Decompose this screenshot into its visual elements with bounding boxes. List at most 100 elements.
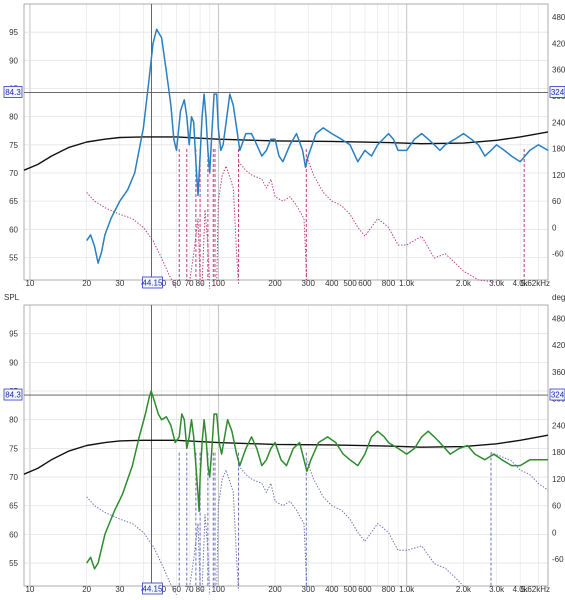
y2-tick-label: 0 xyxy=(552,223,557,232)
x-tick-label: 5.62kHz xyxy=(521,279,550,288)
x-tick-label: 600 xyxy=(358,585,372,594)
y-tick-label: 80 xyxy=(9,416,18,425)
phase-curve xyxy=(86,192,177,290)
y2-tick-label: 360 xyxy=(552,368,565,377)
y-tick-label: 75 xyxy=(9,141,18,150)
x-tick-label: 300 xyxy=(302,279,316,288)
cursor-phase-readout: 324 xyxy=(551,391,565,400)
cursor-phase-readout-box xyxy=(549,86,565,98)
plot-frame xyxy=(23,304,549,587)
phase-curve xyxy=(490,452,549,491)
y2-tick-label: 120 xyxy=(552,171,565,180)
x-tick-label: 400 xyxy=(325,279,339,288)
x-tick-label: 300 xyxy=(302,585,316,594)
y2-tick-label: 60 xyxy=(552,197,561,206)
y2-tick-label: 360 xyxy=(552,66,565,75)
phase-curve xyxy=(216,165,239,285)
x-tick-label: 20 xyxy=(82,585,91,594)
y-tick-label: 65 xyxy=(9,197,18,206)
y-axis-title: SPL xyxy=(4,293,20,302)
x-tick-label: 60 xyxy=(172,585,181,594)
y-tick-label: 60 xyxy=(9,225,18,234)
y-tick-label: 55 xyxy=(9,253,18,262)
y-tick-label: 90 xyxy=(9,358,18,367)
x-tick-label: 4.0k xyxy=(513,585,529,594)
y2-tick-label: 480 xyxy=(552,314,565,323)
x-tick-label: 600 xyxy=(358,279,372,288)
cursor-freq-readout: 44.15 xyxy=(142,585,163,594)
y-tick-label: 65 xyxy=(9,502,18,511)
x-tick-label: 100 xyxy=(212,279,226,288)
x-tick-label: 500 xyxy=(343,585,357,594)
y2-tick-label: 420 xyxy=(552,341,565,350)
x-tick-label: 80 xyxy=(196,279,205,288)
x-tick-label: 100 xyxy=(212,585,226,594)
x-tick-label: 4.0k xyxy=(513,279,529,288)
y2-tick-label: -60 xyxy=(552,250,564,259)
cursor-spl-readout-box xyxy=(3,388,23,401)
x-tick-label: 1.0k xyxy=(399,279,415,288)
phase-curve xyxy=(238,465,308,591)
x-tick-label: 20 xyxy=(82,279,91,288)
x-tick-label: 10 xyxy=(25,279,34,288)
spl-curve xyxy=(86,28,549,264)
cursor-freq-readout-box xyxy=(142,582,163,595)
y2-tick-label: 480 xyxy=(552,13,565,22)
y2-tick-label: 240 xyxy=(552,421,565,430)
y2-tick-label: 60 xyxy=(552,502,561,511)
x-tick-label: 400 xyxy=(325,585,339,594)
cursor-spl-readout: 84.3 xyxy=(5,391,21,400)
y2-tick-label: 120 xyxy=(552,475,565,484)
y-tick-label: 60 xyxy=(9,530,18,539)
phase-curve xyxy=(306,460,464,587)
cursor-phase-readout: 324 xyxy=(551,88,565,97)
y-tick-label: 75 xyxy=(9,444,18,453)
y-tick-label: 70 xyxy=(9,473,18,482)
y2-tick-label: 420 xyxy=(552,39,565,48)
x-tick-label: 800 xyxy=(382,279,396,288)
cursor-spl-readout-box xyxy=(3,86,23,98)
x-tick-label: 200 xyxy=(268,279,282,288)
x-tick-label: 5.62kHz xyxy=(521,585,550,594)
y-tick-label: 90 xyxy=(9,56,18,65)
x-tick-label: 30 xyxy=(115,585,124,594)
spl-curve xyxy=(86,390,548,570)
phase-curve xyxy=(201,209,211,289)
cursor-freq-readout: 44.15 xyxy=(142,279,163,288)
y2-tick-label: 180 xyxy=(552,145,565,154)
phase-curve xyxy=(201,514,211,595)
bottom-chart-panel: 556065707580859095-600601201802403003604… xyxy=(3,293,565,596)
y2-tick-label: 240 xyxy=(552,118,565,127)
phase-curve xyxy=(216,469,239,591)
target-curve xyxy=(23,131,549,171)
x-tick-label: 30 xyxy=(115,279,124,288)
cursor-spl-readout: 84.3 xyxy=(5,88,21,97)
x-tick-label: 200 xyxy=(268,585,282,594)
y-tick-label: 95 xyxy=(9,330,18,339)
x-tick-label: 800 xyxy=(382,585,396,594)
x-tick-label: 500 xyxy=(343,279,357,288)
x-tick-label: 2.0k xyxy=(456,585,472,594)
x-tick-label: 10 xyxy=(25,585,34,594)
cursor-freq-readout-box xyxy=(142,276,163,289)
y-tick-label: 95 xyxy=(9,28,18,37)
plot-frame xyxy=(23,3,549,281)
y2-tick-label: -60 xyxy=(552,555,564,564)
y-tick-label: 70 xyxy=(9,169,18,178)
x-tick-label: 3.0k xyxy=(489,279,505,288)
y2-axis-title: deg xyxy=(552,293,565,302)
y-tick-label: 80 xyxy=(9,113,18,122)
cursor-phase-readout-box xyxy=(549,388,565,401)
y2-tick-label: 180 xyxy=(552,448,565,457)
x-tick-label: 60 xyxy=(172,279,181,288)
phase-curve xyxy=(188,523,201,591)
y2-tick-label: 0 xyxy=(552,528,557,537)
phase-curve xyxy=(188,218,201,285)
x-tick-label: 3.0k xyxy=(489,585,505,594)
x-tick-label: 1.0k xyxy=(399,585,415,594)
phase-curve xyxy=(86,496,177,596)
x-tick-label: 2.0k xyxy=(456,279,472,288)
x-tick-label: 80 xyxy=(196,585,205,594)
